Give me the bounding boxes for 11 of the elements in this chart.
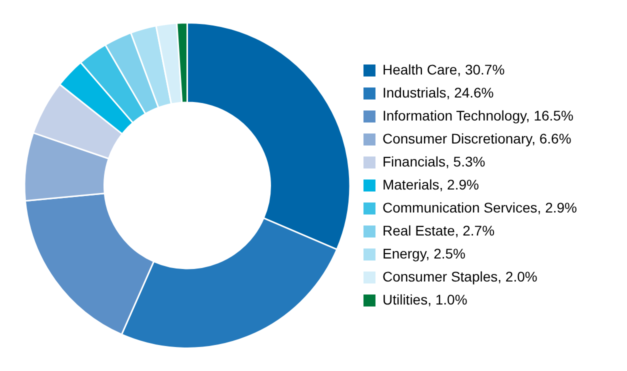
- legend-label: Information Technology, 16.5%: [382, 107, 574, 124]
- legend-label: Utilities, 1.0%: [382, 291, 468, 308]
- legend-label: Consumer Discretionary, 6.6%: [382, 130, 572, 146]
- legend-label: Communication Services, 2.9%: [382, 199, 578, 216]
- legend-label: Industrials, 24.6%: [382, 84, 494, 100]
- legend-label: Real Estate, 2.7%: [382, 222, 495, 238]
- legend-label: Materials, 2.9%: [382, 176, 479, 192]
- legend-label: Health Care, 30.7%: [382, 61, 505, 78]
- legend-label: Financials, 5.3%: [382, 153, 486, 170]
- legend-label: Energy, 2.5%: [382, 245, 466, 262]
- legend-label: Consumer Staples, 2.0%: [382, 268, 538, 284]
